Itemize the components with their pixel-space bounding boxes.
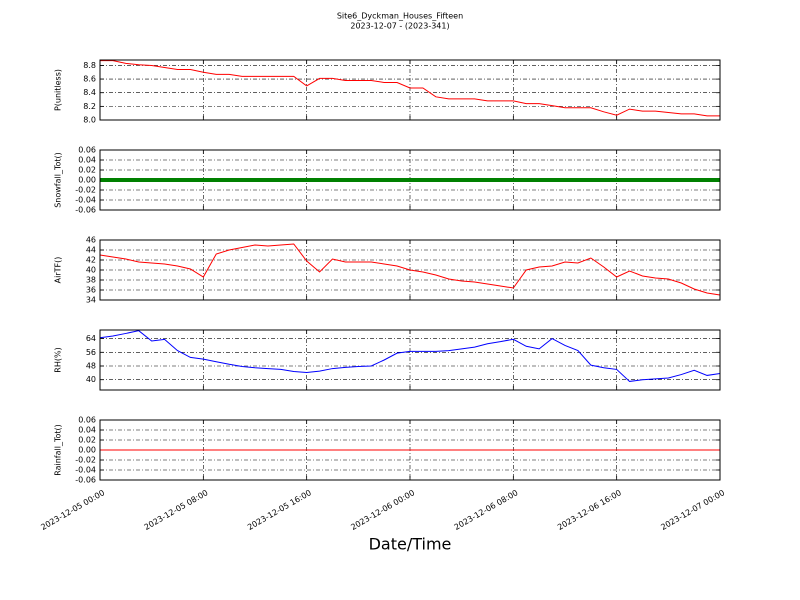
axes-frame (99, 59, 721, 121)
axes-frame (99, 239, 721, 301)
y-tick-label: 56 (86, 348, 96, 357)
y-axis-label: Rainfall_Tot() (54, 424, 63, 476)
y-tick-label: -0.02 (75, 186, 96, 195)
y-tick-label: 38 (86, 276, 96, 285)
y-tick-label: -0.06 (75, 476, 96, 485)
y-tick-label: 40 (86, 266, 96, 275)
y-tick-label: 0.06 (78, 416, 96, 425)
y-tick-label: 44 (86, 246, 96, 255)
data-line (99, 330, 721, 382)
subtitle: 2023-12-07 - (2023-341) (350, 22, 449, 31)
y-tick-label: 0.00 (78, 446, 96, 455)
y-tick-label: -0.02 (75, 456, 96, 465)
y-tick-label: 36 (86, 286, 96, 295)
data-line (100, 60, 720, 117)
y-axis-label: Snowfall_Tot() (54, 152, 63, 208)
y-tick-label: 42 (86, 256, 96, 265)
y-tick-label: 64 (86, 334, 96, 343)
y-tick-label: 8.0 (83, 116, 96, 125)
y-tick-label: 0.04 (78, 156, 96, 165)
y-tick-label: 34 (86, 296, 96, 305)
y-tick-label: 46 (86, 236, 96, 245)
y-tick-label: 8.6 (83, 75, 96, 84)
y-axis-label: RH(%) (54, 347, 63, 372)
data-line (99, 243, 721, 296)
y-tick-label: 8.4 (83, 88, 96, 97)
x-axis-label: Date/Time (369, 535, 452, 554)
y-tick-label: -0.04 (75, 466, 96, 475)
y-tick-label: 0.04 (78, 426, 96, 435)
y-tick-label: 0.06 (78, 146, 96, 155)
axes-frame (99, 149, 721, 211)
y-axis-label: P(unitless) (54, 69, 63, 111)
y-tick-label: 0.00 (78, 176, 96, 185)
axes-frame (99, 419, 721, 481)
y-tick-label: 8.8 (83, 61, 96, 70)
y-tick-label: 0.02 (78, 166, 96, 175)
y-tick-label: 40 (86, 375, 96, 384)
y-tick-label: -0.06 (75, 206, 96, 215)
y-axis-label: AirTF() (54, 257, 63, 284)
y-tick-label: -0.04 (75, 196, 96, 205)
y-tick-label: 8.2 (83, 102, 96, 111)
y-tick-label: 48 (86, 362, 96, 371)
y-tick-label: 0.02 (78, 436, 96, 445)
title: Site6_Dyckman_Houses_Fifteen (337, 12, 463, 21)
axes-frame (99, 329, 721, 391)
